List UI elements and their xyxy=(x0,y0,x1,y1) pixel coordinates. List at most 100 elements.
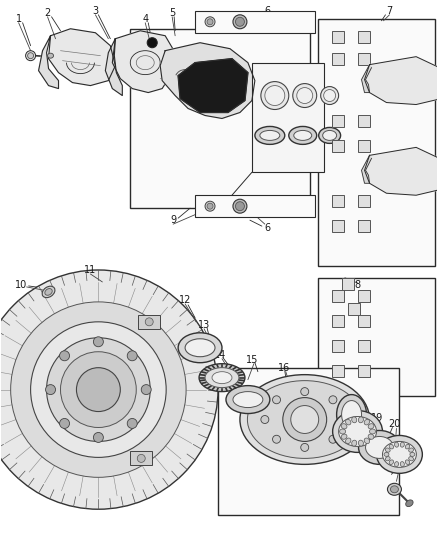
Ellipse shape xyxy=(212,372,232,384)
Ellipse shape xyxy=(205,368,239,387)
Bar xyxy=(130,29,310,208)
Bar xyxy=(357,116,370,127)
Ellipse shape xyxy=(260,131,280,140)
Ellipse shape xyxy=(352,417,357,423)
Polygon shape xyxy=(364,148,438,195)
Polygon shape xyxy=(361,64,371,93)
Bar xyxy=(318,19,435,266)
Text: 4: 4 xyxy=(142,14,148,24)
Circle shape xyxy=(261,416,269,424)
Ellipse shape xyxy=(405,445,410,449)
Ellipse shape xyxy=(25,51,35,61)
Text: 11: 11 xyxy=(84,265,96,275)
Ellipse shape xyxy=(352,440,357,446)
Circle shape xyxy=(147,38,157,47)
Polygon shape xyxy=(112,31,175,93)
Ellipse shape xyxy=(390,486,399,493)
Ellipse shape xyxy=(346,438,351,443)
Polygon shape xyxy=(178,59,248,112)
Ellipse shape xyxy=(337,394,367,434)
Ellipse shape xyxy=(342,401,361,429)
Ellipse shape xyxy=(185,339,215,357)
Ellipse shape xyxy=(42,286,55,297)
Ellipse shape xyxy=(366,437,393,458)
Circle shape xyxy=(329,396,337,404)
Ellipse shape xyxy=(323,131,337,140)
Text: 3: 3 xyxy=(92,6,99,16)
Circle shape xyxy=(141,385,151,394)
Circle shape xyxy=(46,385,56,394)
Circle shape xyxy=(93,337,103,347)
Text: 5: 5 xyxy=(169,8,175,18)
Bar xyxy=(332,315,343,327)
Ellipse shape xyxy=(370,429,375,434)
Ellipse shape xyxy=(382,441,417,467)
Circle shape xyxy=(145,318,153,326)
Text: 17: 17 xyxy=(315,379,328,390)
Ellipse shape xyxy=(265,86,285,106)
Circle shape xyxy=(291,406,319,433)
Bar xyxy=(130,451,152,465)
Bar xyxy=(318,278,435,395)
Ellipse shape xyxy=(45,288,52,295)
Text: 6: 6 xyxy=(265,223,271,233)
Ellipse shape xyxy=(385,448,390,452)
Ellipse shape xyxy=(400,442,404,447)
Bar xyxy=(252,63,324,172)
Ellipse shape xyxy=(364,438,370,443)
Ellipse shape xyxy=(261,82,289,109)
Ellipse shape xyxy=(236,201,244,211)
Ellipse shape xyxy=(332,410,382,453)
Text: 8: 8 xyxy=(354,280,360,290)
Ellipse shape xyxy=(358,417,364,423)
Ellipse shape xyxy=(341,434,347,439)
Bar xyxy=(357,290,370,302)
Bar xyxy=(357,195,370,207)
Text: 12: 12 xyxy=(179,295,191,305)
Bar xyxy=(195,195,314,217)
Circle shape xyxy=(127,418,137,429)
Ellipse shape xyxy=(406,500,413,506)
Text: 13: 13 xyxy=(198,320,210,330)
Bar xyxy=(332,290,343,302)
Circle shape xyxy=(272,396,280,404)
Circle shape xyxy=(77,368,120,411)
Ellipse shape xyxy=(28,53,34,59)
Circle shape xyxy=(60,418,70,429)
Text: 18: 18 xyxy=(353,400,366,409)
Ellipse shape xyxy=(368,424,374,429)
Circle shape xyxy=(31,322,166,457)
Ellipse shape xyxy=(395,442,399,447)
Circle shape xyxy=(11,302,186,478)
Polygon shape xyxy=(106,39,122,95)
Ellipse shape xyxy=(346,419,351,425)
Circle shape xyxy=(341,416,349,424)
Polygon shape xyxy=(364,56,438,104)
Text: 7: 7 xyxy=(386,6,392,16)
Polygon shape xyxy=(160,43,255,118)
Ellipse shape xyxy=(236,17,244,26)
Bar xyxy=(348,303,360,315)
Text: 6: 6 xyxy=(265,6,271,16)
Circle shape xyxy=(60,352,136,427)
Circle shape xyxy=(329,435,337,443)
Ellipse shape xyxy=(226,385,270,414)
Ellipse shape xyxy=(48,53,53,58)
Ellipse shape xyxy=(359,431,400,464)
Circle shape xyxy=(301,387,309,395)
Ellipse shape xyxy=(233,199,247,213)
Polygon shape xyxy=(39,36,59,88)
Ellipse shape xyxy=(207,203,213,209)
Ellipse shape xyxy=(385,457,390,461)
Circle shape xyxy=(283,398,327,441)
Circle shape xyxy=(46,338,150,441)
Ellipse shape xyxy=(384,453,389,456)
Ellipse shape xyxy=(294,131,312,140)
Ellipse shape xyxy=(240,375,370,464)
Bar xyxy=(332,140,343,152)
Text: 10: 10 xyxy=(14,280,27,290)
Text: 15: 15 xyxy=(246,354,258,365)
Ellipse shape xyxy=(207,19,213,25)
Ellipse shape xyxy=(358,440,364,446)
Text: 9: 9 xyxy=(170,215,176,225)
